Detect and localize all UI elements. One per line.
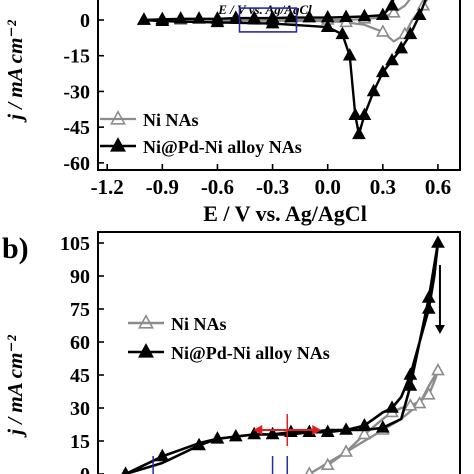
ni-nas-point: [431, 362, 445, 376]
scan-direction-arrowhead: [434, 325, 445, 334]
ni-pd-ni-point: [357, 8, 372, 22]
y-tick-label: 0: [80, 464, 90, 474]
ni-nas-point: [305, 466, 314, 474]
ni-nas-point: [375, 24, 390, 37]
legend-ni-pd-ni-label: Ni@Pd-Ni alloy NAs: [143, 137, 302, 157]
panel-label: b): [2, 232, 29, 265]
y-axis-label: j / mA cm⁻²: [3, 334, 27, 437]
ni-pd-ni-point: [320, 19, 335, 32]
ni-pd-ni-point: [137, 12, 151, 25]
panel-b-frame: [97, 231, 461, 474]
legend-ni-nas-label: Ni NAs: [143, 110, 199, 130]
x-tick-label: -0.9: [146, 175, 179, 199]
panel-a-frame: [97, 0, 461, 171]
ni-nas-point: [386, 5, 401, 18]
ni-pd-ni-point: [228, 10, 243, 23]
ni-pd-ni-point: [412, 7, 427, 21]
x-tick-label: -1.2: [91, 175, 124, 199]
ni-pd-ni-point: [421, 301, 436, 314]
ni-pd-ni-point: [385, 0, 399, 11]
ni-pd-ni-point: [210, 431, 225, 444]
ni-pd-ni-point: [228, 428, 243, 442]
ni-pd-ni-point: [375, 420, 390, 433]
ni-pd-ni-point: [192, 11, 206, 24]
ni-pd-ni-point: [366, 83, 381, 97]
ni-pd-ni-point: [431, 235, 445, 248]
zoom-box: [238, 7, 298, 33]
y-tick-label: 90: [70, 266, 90, 288]
ni-pd-ni-point: [320, 424, 335, 438]
ni-pd-ni-point: [352, 126, 366, 140]
ni-pd-ni-point: [121, 466, 130, 474]
ni-pd-ni-point: [339, 422, 353, 435]
ni-pd-ni-point: [335, 26, 350, 40]
y-tick-label: 45: [70, 365, 90, 387]
ni-pd-ni-point: [265, 426, 280, 440]
y-tick-label: 30: [70, 398, 90, 420]
ni-pd-ni-point: [284, 424, 298, 438]
y-tick-label: -45: [63, 117, 90, 139]
ni-pd-ni-point: [302, 9, 317, 23]
y-tick-label: -30: [63, 81, 90, 103]
ni-pd-ni-point: [339, 9, 353, 22]
y-tick-label: -60: [63, 153, 90, 175]
red-arrowhead-right: [312, 425, 322, 435]
ni-nas-point: [403, 398, 418, 411]
x-tick-label: -0.3: [256, 175, 289, 199]
y-axis-label: j / mA cm⁻²: [3, 19, 27, 122]
ni-pd-ni-point: [247, 10, 262, 23]
ni-nas-point: [412, 395, 427, 409]
ni-nas-point: [357, 426, 372, 440]
legend-ni-pd-ni-label: Ni@Pd-Ni alloy NAs: [171, 343, 330, 363]
x-tick-label: -0.6: [201, 175, 234, 199]
x-tick-label: 0.6: [425, 175, 451, 199]
ni-nas-line: [308, 369, 440, 474]
ni-nas-point: [320, 457, 335, 471]
ni-pd-ni-point: [210, 14, 225, 28]
x-axis-label: E / V vs. Ag/AgCl: [203, 201, 367, 226]
y-tick-label: 0: [80, 10, 90, 32]
panel-b-chart: b) 105 90 75 60 45 30 15 0 j / mA cm⁻² Ni NAs Ni@Pd…: [2, 231, 461, 474]
ni-pd-ni-point: [247, 426, 262, 440]
ni-nas-point: [339, 444, 353, 457]
y-tick-label: -15: [63, 46, 90, 68]
ni-pd-ni-point: [375, 7, 390, 21]
ni-pd-ni-point: [357, 107, 372, 121]
ni-pd-ni-point: [403, 26, 418, 40]
ni-pd-ni-point: [403, 378, 418, 391]
ni-pd-ni-point: [173, 11, 188, 24]
legend-ni-nas-label: Ni NAs: [171, 314, 227, 334]
ni-pd-ni-point: [342, 48, 357, 61]
inset-axis-label: E / V vs. Ag/AgCl: [217, 2, 312, 17]
legend-ni-nas-marker: [110, 110, 126, 125]
ni-pd-ni-point: [302, 424, 317, 438]
y-tick-label: 105: [60, 233, 90, 255]
y-tick-label: 15: [70, 431, 90, 453]
red-arrowhead-left: [253, 425, 263, 435]
ni-pd-ni-point: [348, 107, 363, 121]
x-tick-label: 0.0: [315, 175, 341, 199]
ni-pd-ni-point: [375, 64, 390, 78]
ni-pd-ni-point: [357, 417, 372, 431]
ni-pd-ni-point: [155, 448, 170, 462]
ni-pd-ni-point: [385, 400, 399, 413]
ni-pd-ni-point: [284, 9, 298, 23]
ni-nas-point: [421, 387, 436, 400]
y-tick-label: 60: [70, 332, 90, 354]
x-tick-label: 0.3: [370, 175, 396, 199]
ni-pd-ni-point: [385, 52, 399, 66]
ni-pd-ni-point: [192, 437, 206, 451]
ni-pd-ni-point: [403, 367, 418, 380]
y-tick-label: 75: [70, 299, 90, 321]
panel-a-chart: -1.2-0.9-0.6-0.30.00.30.6150-15-30-45-60…: [3, 0, 461, 226]
ni-pd-ni-point: [394, 40, 409, 54]
ni-pd-ni-point: [155, 13, 170, 26]
ni-pd-ni-point: [265, 15, 280, 29]
